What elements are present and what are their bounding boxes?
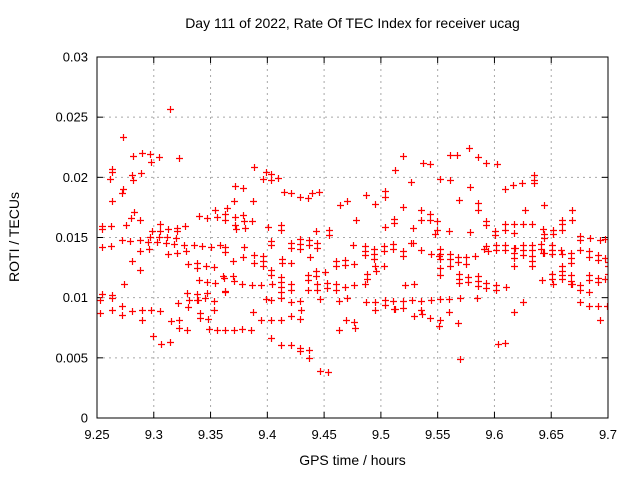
x-tick-label: 9.5 bbox=[372, 427, 390, 442]
y-tick-labels: 0 0.005 0.01 0.015 0.02 0.025 0.03 bbox=[55, 50, 88, 426]
chart-title: Day 111 of 2022, Rate Of TEC Index for r… bbox=[185, 15, 520, 31]
x-tick-label: 9.35 bbox=[198, 427, 223, 442]
x-tick-label: 9.55 bbox=[425, 427, 450, 442]
y-tick-label: 0.005 bbox=[55, 350, 88, 365]
y-tick-label: 0.03 bbox=[63, 50, 88, 65]
x-tick-label: 9.25 bbox=[84, 427, 109, 442]
x-axis-label: GPS time / hours bbox=[299, 452, 406, 468]
y-tick-label: 0.025 bbox=[55, 110, 88, 125]
y-tick-label: 0.02 bbox=[63, 170, 88, 185]
plot-border bbox=[96, 56, 609, 419]
scatter-points bbox=[97, 106, 608, 376]
axis-ticks bbox=[96, 56, 609, 419]
x-tick-label: 9.4 bbox=[258, 427, 276, 442]
x-tick-label: 9.3 bbox=[145, 427, 163, 442]
y-tick-label: 0.015 bbox=[55, 230, 88, 245]
gridlines bbox=[97, 57, 608, 418]
x-tick-label: 9.65 bbox=[539, 427, 564, 442]
data-point-markers bbox=[97, 106, 608, 376]
x-tick-label: 9.45 bbox=[311, 427, 336, 442]
x-tick-label: 9.6 bbox=[485, 427, 503, 442]
x-tick-label: 9.7 bbox=[599, 427, 617, 442]
y-tick-label: 0 bbox=[81, 411, 88, 426]
x-tick-labels: 9.25 9.3 9.35 9.4 9.45 9.5 9.55 9.6 9.65 9.7 bbox=[84, 427, 617, 442]
y-tick-label: 0.01 bbox=[63, 290, 88, 305]
